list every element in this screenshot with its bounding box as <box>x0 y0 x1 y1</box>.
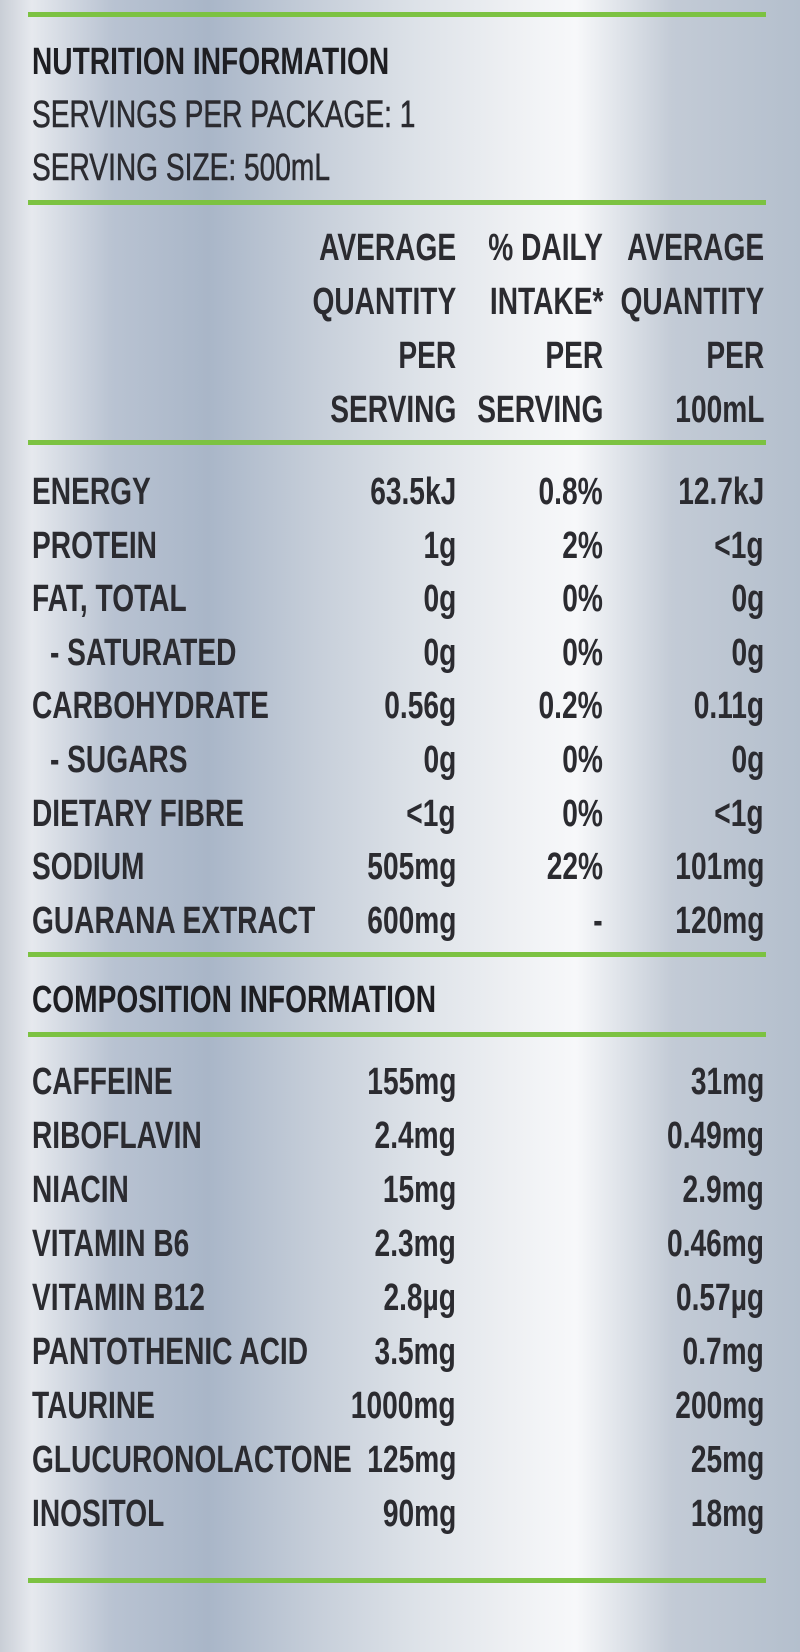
cell: 0.46mg <box>667 1223 764 1265</box>
row-label: RIBOFLAVIN <box>32 1115 202 1157</box>
row-label: GLUCURONOLACTONE <box>32 1439 352 1481</box>
cell: 31mg <box>690 1061 764 1103</box>
cell: 0% <box>562 578 603 621</box>
cell: 0.7mg <box>682 1331 764 1373</box>
row-label: NIACIN <box>32 1169 129 1211</box>
cell: 63.5kJ <box>369 471 456 513</box>
cell: 200mg <box>674 1385 764 1427</box>
divider <box>28 12 766 17</box>
column-header: PER <box>545 335 603 377</box>
servings: SERVINGS PER PACKAGE: 1 <box>32 94 416 136</box>
cell: 1g <box>423 524 456 567</box>
serving-size: SERVING SIZE: 500mL <box>32 147 330 189</box>
column-header: PER <box>398 335 456 377</box>
row-label: GUARANA EXTRACT <box>32 899 316 942</box>
cell: 0.56g <box>384 685 456 728</box>
cell: 0.2% <box>538 685 603 728</box>
row-label: CAFFEINE <box>32 1061 173 1103</box>
column-header: QUANTITY <box>620 281 764 323</box>
row-label: - SATURATED <box>50 631 237 674</box>
column-header: AVERAGE <box>319 227 456 269</box>
cell: 101mg <box>674 846 764 889</box>
cell: 0% <box>562 739 603 781</box>
cell: 0g <box>731 739 764 781</box>
cell: 15mg <box>382 1169 456 1211</box>
cell: 600mg <box>366 899 456 942</box>
row-label: FAT, TOTAL <box>32 578 187 621</box>
column-header: QUANTITY <box>312 281 456 323</box>
cell: <1g <box>406 792 456 835</box>
cell: 1000mg <box>351 1385 456 1427</box>
cell: 22% <box>546 846 603 889</box>
row-label: SODIUM <box>32 846 145 889</box>
column-header: PER <box>706 335 764 377</box>
cell: 2.9mg <box>682 1169 764 1211</box>
cell: <1g <box>714 524 764 567</box>
cell: 0.8% <box>538 471 603 513</box>
column-header: 100mL <box>674 389 764 431</box>
row-label: DIETARY FIBRE <box>32 792 244 835</box>
cell: 0.49mg <box>667 1115 764 1157</box>
column-header: % DAILY <box>488 227 603 269</box>
divider <box>28 440 766 445</box>
divider <box>28 952 766 957</box>
cell: 2.8µg <box>383 1277 456 1319</box>
row-label: VITAMIN B12 <box>32 1277 205 1319</box>
column-header: INTAKE* <box>489 281 603 323</box>
cell: 0.57µg <box>675 1277 764 1319</box>
cell: 90mg <box>382 1493 456 1535</box>
column-header: AVERAGE <box>627 227 764 269</box>
row-label: TAURINE <box>32 1385 155 1427</box>
cell: 0.11g <box>693 685 764 728</box>
cell: 18mg <box>690 1493 764 1535</box>
row-label: INOSITOL <box>32 1493 165 1535</box>
divider <box>28 200 766 205</box>
cell: 2.3mg <box>374 1223 456 1265</box>
cell: 0g <box>731 578 764 621</box>
divider <box>28 1032 766 1037</box>
cell: 120mg <box>674 899 764 942</box>
title: NUTRITION INFORMATION <box>32 41 390 83</box>
column-header: SERVING <box>476 389 603 431</box>
section-title: COMPOSITION INFORMATION <box>32 979 437 1021</box>
cell: - <box>593 899 603 942</box>
cell: 0% <box>562 792 603 835</box>
row-label: VITAMIN B6 <box>32 1223 190 1265</box>
cell: 0g <box>731 631 764 674</box>
cell: 155mg <box>366 1061 456 1103</box>
cell: 25mg <box>690 1439 764 1481</box>
cell: 3.5mg <box>374 1331 456 1373</box>
cell: 505mg <box>366 846 456 889</box>
row-label: PANTOTHENIC ACID <box>32 1331 308 1373</box>
row-label: ENERGY <box>32 471 151 513</box>
cell: 2.4mg <box>374 1115 456 1157</box>
cell: <1g <box>714 792 764 835</box>
cell: 12.7kJ <box>677 471 764 513</box>
divider <box>28 1578 766 1583</box>
row-label: CARBOHYDRATE <box>32 685 269 728</box>
cell: 0g <box>423 739 456 781</box>
row-label: PROTEIN <box>32 524 157 567</box>
cell: 0g <box>423 631 456 674</box>
cell: 0% <box>562 631 603 674</box>
cell: 125mg <box>366 1439 456 1481</box>
cell: 0g <box>423 578 456 621</box>
cell: 2% <box>562 524 603 567</box>
row-label: - SUGARS <box>50 739 188 781</box>
column-header: SERVING <box>329 389 456 431</box>
